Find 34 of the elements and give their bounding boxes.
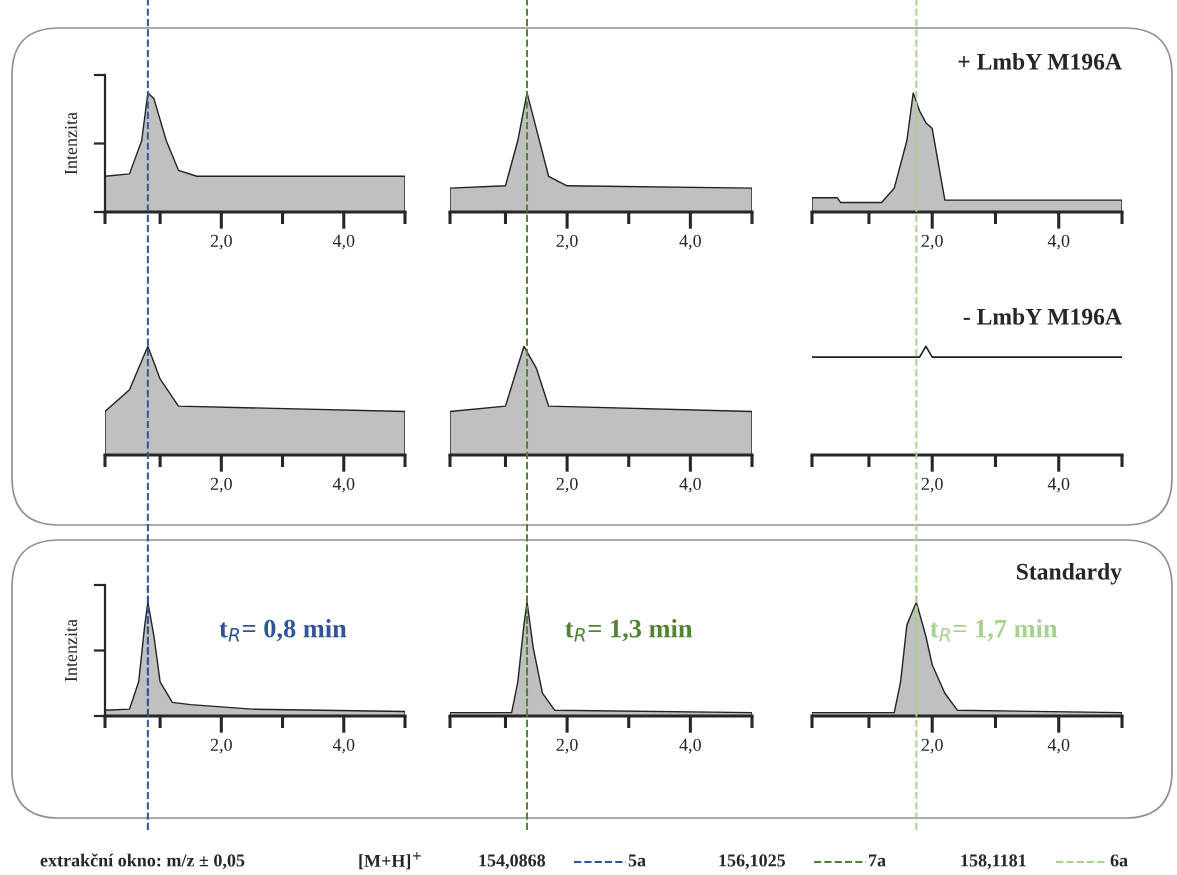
x-tick-label: 2,0	[921, 738, 943, 754]
annotation: t$_{R}$= 1,3 min	[565, 618, 693, 642]
text: extrakční okno: m/z ± 0,05	[40, 853, 245, 870]
annotation: t$_{R}$= 0,8 min	[219, 618, 347, 642]
x-tick-label: 2,0	[921, 234, 943, 250]
x-tick-label: 4,0	[1047, 738, 1070, 754]
x-tick-label: 2,0	[556, 477, 578, 493]
y-axis-title: Intenzita	[64, 619, 78, 682]
chart-title: Standardy	[1016, 563, 1122, 585]
legend-label: 5a	[628, 854, 646, 867]
x-tick-label: 2,0	[210, 477, 232, 493]
x-tick-label: 2,0	[210, 234, 232, 250]
x-tick-label: 4,0	[679, 477, 701, 493]
text: [M+H]$^{+}$	[359, 851, 421, 870]
x-tick-label: 2,0	[921, 477, 943, 493]
text: 158,1181	[961, 854, 1026, 870]
y-axis-title: Intenzita	[64, 112, 78, 175]
x-tick-label: 4,0	[1047, 477, 1070, 493]
legend-label: 7a	[869, 854, 886, 867]
x-tick-label: 2,0	[556, 234, 578, 250]
annotation: t$_{R}$= 1,7 min	[930, 618, 1058, 642]
x-tick-label: 4,0	[679, 234, 701, 250]
chart-title: - LmbY M196A	[963, 308, 1122, 325]
text: 154,0868	[479, 854, 546, 870]
x-tick-label: 4,0	[332, 234, 355, 250]
text: 156,1025	[719, 854, 786, 870]
x-tick-label: 2,0	[210, 738, 232, 754]
x-tick-label: 4,0	[332, 738, 355, 754]
x-tick-label: 2,0	[556, 738, 578, 754]
x-tick-label: 4,0	[679, 738, 701, 754]
x-tick-label: 4,0	[332, 477, 355, 493]
legend-label: 6a	[1110, 854, 1128, 867]
x-tick-label: 4,0	[1047, 234, 1070, 250]
chart-title: + LmbY M196A	[958, 53, 1122, 70]
